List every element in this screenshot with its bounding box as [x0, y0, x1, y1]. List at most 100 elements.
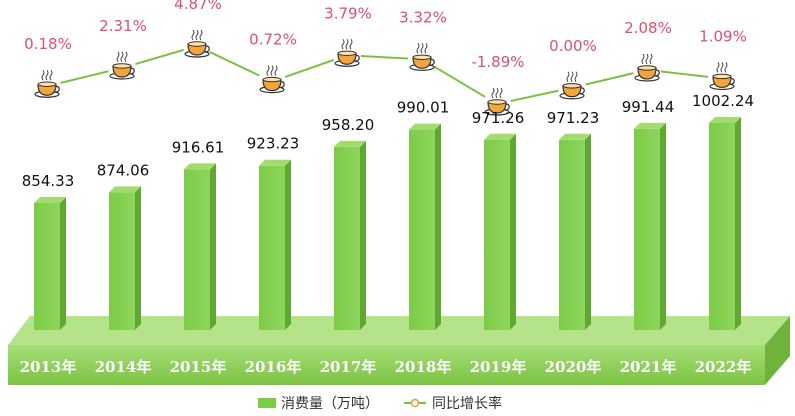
bar-top: [259, 159, 291, 166]
steam: [424, 43, 428, 54]
bar: [184, 169, 210, 330]
cup-body: [637, 67, 657, 80]
bar: [109, 192, 135, 330]
bar: [334, 146, 360, 330]
cup-rim: [187, 41, 207, 47]
bar-value-label: 990.01: [397, 99, 450, 117]
steam: [641, 53, 645, 65]
teacup-icon: [333, 38, 361, 70]
teacup-icon: [483, 87, 511, 118]
cup-handle: [203, 45, 210, 53]
steam: [570, 71, 574, 83]
bar-value-label: 971.26: [472, 109, 525, 127]
floor-front: [8, 345, 765, 385]
growth-rate-label: 3.79%: [324, 4, 372, 22]
bar-side: [735, 117, 741, 330]
steam: [120, 51, 124, 63]
category-label: 2020年: [545, 358, 602, 376]
legend-line-marker: [410, 398, 420, 408]
bar-side: [435, 123, 441, 330]
cup-handle: [728, 77, 735, 86]
cup-body: [487, 101, 507, 114]
growth-rate-label: 0.72%: [249, 31, 297, 49]
cup-body: [112, 65, 132, 78]
cup-handle: [653, 69, 660, 77]
bar-value-label: 916.61: [172, 138, 225, 156]
category-label: 2016年: [245, 358, 302, 376]
teacup-icon: [558, 71, 586, 102]
cup-handle: [128, 67, 135, 75]
cup-handle: [353, 54, 360, 62]
bar: [34, 203, 60, 330]
cup-rim: [112, 63, 132, 69]
growth-rate-label: 0.18%: [24, 35, 72, 53]
growth-rate-label: 2.08%: [624, 19, 672, 37]
bar-value-label: 958.20: [322, 116, 375, 134]
bar-side: [60, 197, 66, 330]
bar-side: [210, 163, 216, 330]
steam: [45, 69, 49, 81]
steam: [716, 62, 720, 73]
growth-rate-label: 3.32%: [399, 8, 447, 26]
steam: [574, 71, 578, 83]
bar-top: [184, 163, 216, 170]
bars-layer: [34, 117, 741, 330]
bar: [559, 139, 585, 330]
steam: [191, 29, 195, 41]
steam: [566, 71, 570, 83]
teacup-icon: [183, 29, 211, 60]
bar-value-label: 971.23: [547, 109, 600, 127]
cup-rim: [487, 99, 507, 105]
cup-rim: [337, 50, 357, 56]
steam: [199, 29, 203, 41]
steam: [420, 43, 424, 54]
bar: [409, 129, 435, 330]
steam: [341, 38, 345, 50]
growth-line-layer: [33, 29, 736, 118]
category-label: 2018年: [395, 358, 452, 376]
legend: 消费量（万吨） 同比增长率: [258, 395, 502, 412]
cup-rim: [412, 54, 432, 60]
steam: [720, 62, 724, 73]
growth-rate-label: 1.09%: [699, 27, 747, 45]
growth-rate-label: -1.89%: [471, 53, 524, 71]
teacup-icon: [408, 43, 436, 74]
category-label: 2019年: [470, 358, 527, 376]
steam: [349, 38, 353, 50]
bar-value-label: 874.06: [97, 161, 150, 179]
cup-handle: [503, 103, 510, 111]
growth-rate-label: 2.31%: [99, 17, 147, 35]
category-label: 2014年: [95, 358, 152, 376]
steam: [116, 51, 120, 63]
cup-rim: [37, 81, 57, 87]
bar: [484, 139, 510, 330]
bar: [634, 128, 660, 330]
steam: [124, 51, 128, 63]
cup-body: [262, 79, 282, 92]
teacup-icon: [33, 69, 61, 101]
cup-rim: [712, 73, 732, 80]
steam: [491, 87, 495, 99]
teacup-icon: [258, 65, 286, 96]
legend-bar-label: 消费量（万吨）: [281, 396, 379, 412]
bar-side: [510, 133, 516, 330]
bar-top: [109, 186, 141, 193]
steam: [416, 43, 420, 54]
cup-rim: [637, 65, 657, 71]
teacup-icon: [633, 53, 661, 84]
bar-top: [34, 197, 66, 203]
bar: [709, 123, 735, 330]
cup-body: [412, 56, 432, 69]
legend-line-label: 同比增长率: [432, 395, 502, 412]
bar-side: [285, 159, 291, 330]
steam: [499, 87, 503, 99]
bar-side: [360, 140, 366, 330]
floor-side: [765, 316, 790, 385]
bar-top: [484, 133, 516, 140]
category-axis: 2013年 2014年 2015年 2016年 2017年 2018年 2019年 2020年…: [20, 358, 752, 376]
steam: [724, 62, 728, 73]
category-label: 2017年: [320, 358, 377, 376]
bar-side: [585, 133, 591, 330]
steam: [41, 69, 45, 81]
